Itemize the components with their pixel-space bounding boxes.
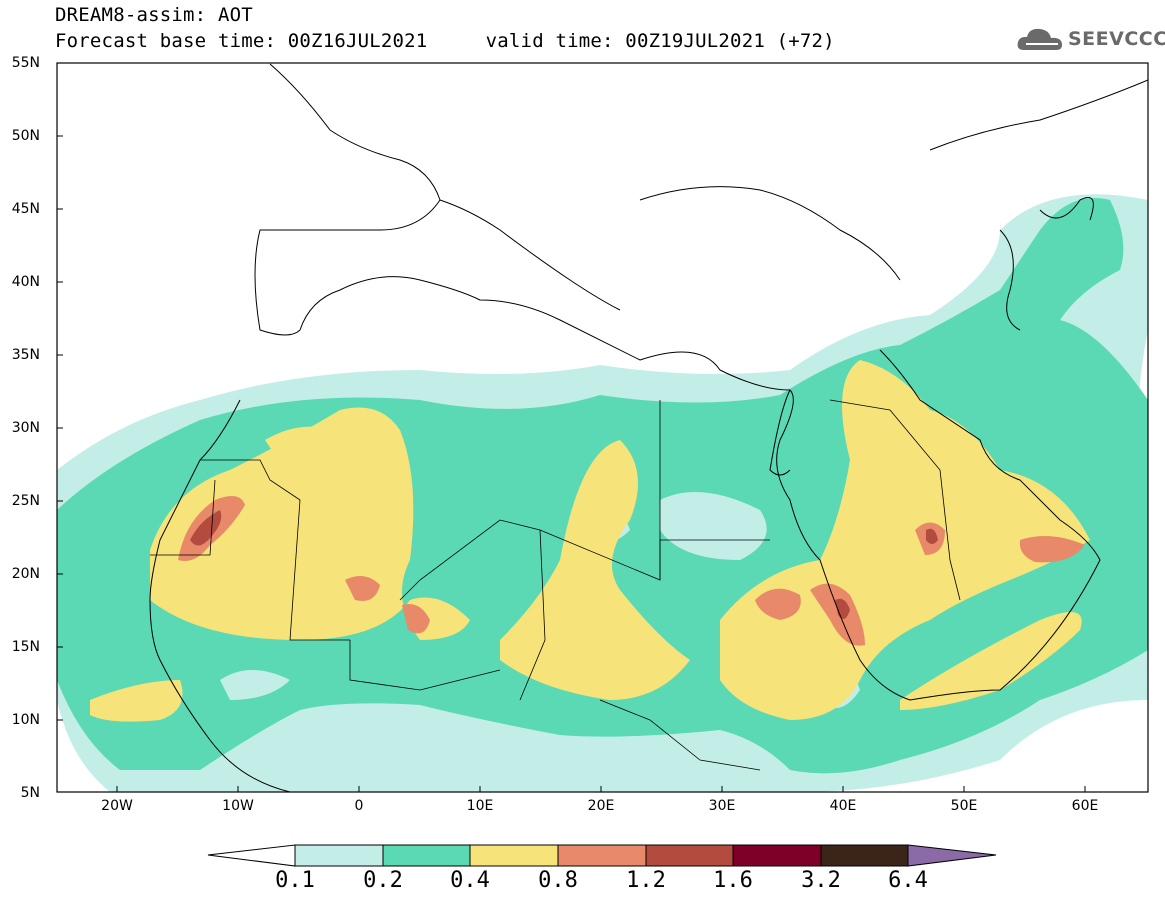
colorbar-segment-above — [907, 844, 997, 867]
lon-label-20w: 20W — [101, 798, 133, 814]
colorbar-label: 6.4 — [888, 868, 928, 893]
lat-label-35n: 35N — [11, 347, 40, 363]
lat-label-5n: 5N — [20, 785, 40, 801]
lat-label-30n: 30N — [11, 420, 40, 436]
aot-band-0.8 — [178, 496, 1085, 646]
colorbar-label: 0.8 — [538, 868, 578, 893]
chart-title: DREAM8-assim: AOT — [55, 4, 253, 26]
aot-band-0.4 — [90, 360, 1090, 722]
lon-label-40e: 40E — [829, 798, 857, 814]
lon-label-10w: 10W — [222, 798, 254, 814]
lon-label-0: 0 — [354, 798, 364, 814]
forecast-time-line: Forecast base time: 00Z16JUL2021 valid t… — [55, 30, 835, 52]
colorbar-label: 1.2 — [626, 868, 666, 893]
lat-label-25n: 25N — [11, 493, 40, 509]
lon-label-30e: 30E — [708, 798, 736, 814]
colorbar-segment-6 — [732, 844, 822, 867]
aot-band-1.2 — [190, 510, 938, 619]
colorbar-segment-7 — [820, 844, 909, 867]
lon-label-10e: 10E — [466, 798, 494, 814]
lat-label-20n: 20N — [11, 566, 40, 582]
axis-ticks — [57, 135, 1086, 792]
lat-label-50n: 50N — [11, 128, 40, 144]
colorbar-label: 1.6 — [713, 868, 753, 893]
lat-label-40n: 40N — [11, 274, 40, 290]
colorbar-label: 0.4 — [450, 868, 490, 893]
lat-label-55n: 55N — [11, 55, 40, 71]
colorbar-segment-below — [207, 844, 296, 867]
colorbar-segment-5 — [645, 844, 734, 867]
seevccc-logo: SEEVCCC — [1068, 28, 1165, 50]
lon-label-60e: 60E — [1071, 798, 1099, 814]
lon-label-50e: 50E — [950, 798, 978, 814]
colorbar-label: 0.2 — [363, 868, 403, 893]
colorbar-segment-1 — [294, 844, 384, 867]
country-borders — [150, 399, 961, 771]
colorbar-segment-3 — [469, 844, 559, 867]
colorbar-label: 3.2 — [801, 868, 841, 893]
colorbar-label: 0.1 — [275, 868, 315, 893]
lat-label-45n: 45N — [11, 201, 40, 217]
lon-label-20e: 20E — [587, 798, 615, 814]
colorbar — [207, 844, 997, 867]
coastlines — [149, 63, 1148, 792]
cloud-icon — [1017, 28, 1062, 50]
lat-label-10n: 10N — [11, 712, 40, 728]
colorbar-segment-2 — [382, 844, 471, 867]
colorbar-segment-4 — [557, 844, 647, 867]
lat-label-15n: 15N — [11, 639, 40, 655]
